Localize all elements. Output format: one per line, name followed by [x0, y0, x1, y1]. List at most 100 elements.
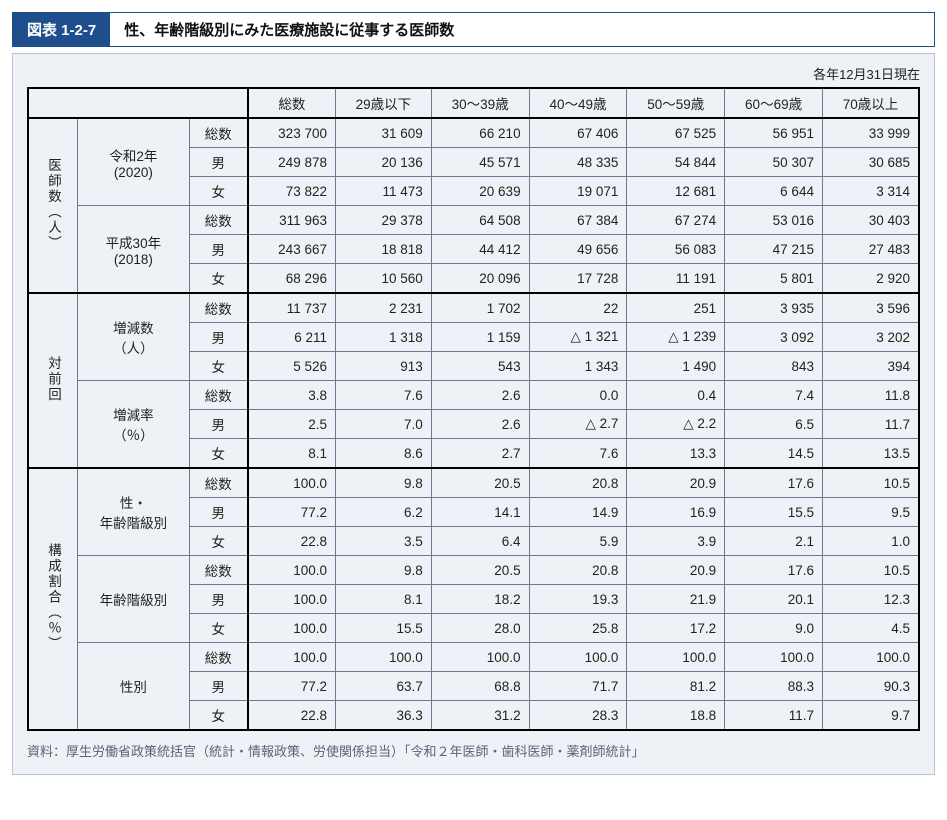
data-table: 総数 29歳以下 30～39歳 40～49歳 50～59歳 60～69歳 70歳… [27, 87, 920, 731]
data-cell: 20.9 [627, 468, 725, 498]
data-cell: 14.1 [431, 498, 529, 527]
figure-panel: 各年12月31日現在 総数 29歳以下 30～39歳 40～49歳 50～59歳… [12, 53, 935, 775]
data-cell: 27 483 [822, 235, 919, 264]
gender-label: 男 [189, 498, 248, 527]
data-cell: 54 844 [627, 148, 725, 177]
data-cell: 243 667 [248, 235, 336, 264]
data-cell: 19 071 [529, 177, 627, 206]
data-cell: 17 728 [529, 264, 627, 294]
data-cell: 8.6 [335, 439, 431, 469]
group-label: 性別 [78, 643, 190, 731]
data-cell: 67 384 [529, 206, 627, 235]
data-cell: 19.3 [529, 585, 627, 614]
data-cell: 68.8 [431, 672, 529, 701]
data-cell: 13.3 [627, 439, 725, 469]
data-cell: 9.7 [822, 701, 919, 731]
data-cell: 11.7 [822, 410, 919, 439]
data-cell: 7.0 [335, 410, 431, 439]
data-cell: 2 920 [822, 264, 919, 294]
data-cell: 49 656 [529, 235, 627, 264]
data-cell: 20.8 [529, 556, 627, 585]
data-cell: 3.5 [335, 527, 431, 556]
data-cell: 0.0 [529, 381, 627, 410]
data-cell: 2.1 [725, 527, 823, 556]
data-cell: 10.5 [822, 556, 919, 585]
data-cell: △ 2.2 [627, 410, 725, 439]
data-cell: 50 307 [725, 148, 823, 177]
data-cell: 7.6 [335, 381, 431, 410]
gender-label: 女 [189, 439, 248, 469]
data-cell: 33 999 [822, 118, 919, 148]
section-label: 構成割合（％） [28, 468, 78, 730]
data-cell: 77.2 [248, 672, 336, 701]
data-cell: 10.5 [822, 468, 919, 498]
data-cell: 64 508 [431, 206, 529, 235]
data-cell: 44 412 [431, 235, 529, 264]
data-cell: 100.0 [529, 643, 627, 672]
data-cell: 843 [725, 352, 823, 381]
data-cell: △ 1 239 [627, 323, 725, 352]
data-cell: 100.0 [822, 643, 919, 672]
data-cell: 100.0 [248, 585, 336, 614]
gender-label: 総数 [189, 468, 248, 498]
gender-label: 女 [189, 614, 248, 643]
data-cell: 6.4 [431, 527, 529, 556]
col-header: 60～69歳 [725, 88, 823, 118]
data-cell: 11 473 [335, 177, 431, 206]
data-cell: 0.4 [627, 381, 725, 410]
data-cell: 16.9 [627, 498, 725, 527]
data-cell: 56 951 [725, 118, 823, 148]
data-cell: 5 526 [248, 352, 336, 381]
data-cell: 12 681 [627, 177, 725, 206]
gender-label: 総数 [189, 381, 248, 410]
data-cell: 249 878 [248, 148, 336, 177]
data-cell: 100.0 [725, 643, 823, 672]
data-cell: 100.0 [335, 643, 431, 672]
data-cell: 2.5 [248, 410, 336, 439]
data-cell: 14.5 [725, 439, 823, 469]
source-note: 資料：厚生労働省政策統括官（統計・情報政策、労使関係担当）「令和２年医師・歯科医… [27, 741, 920, 760]
data-cell: 20.1 [725, 585, 823, 614]
gender-label: 男 [189, 323, 248, 352]
col-header: 50～59歳 [627, 88, 725, 118]
data-cell: 6.2 [335, 498, 431, 527]
data-cell: 45 571 [431, 148, 529, 177]
data-cell: 1.0 [822, 527, 919, 556]
gender-label: 男 [189, 148, 248, 177]
section-label: 医師数（人） [28, 118, 78, 293]
col-header: 30～39歳 [431, 88, 529, 118]
group-label: 性・ 年齢階級別 [78, 468, 190, 556]
data-cell: 88.3 [725, 672, 823, 701]
data-cell: 12.3 [822, 585, 919, 614]
data-cell: 6 211 [248, 323, 336, 352]
data-cell: 29 378 [335, 206, 431, 235]
data-cell: 21.9 [627, 585, 725, 614]
data-cell: 18.2 [431, 585, 529, 614]
data-cell: 8.1 [248, 439, 336, 469]
data-cell: 7.6 [529, 439, 627, 469]
data-cell: 6.5 [725, 410, 823, 439]
data-cell: 100.0 [248, 614, 336, 643]
data-cell: 30 403 [822, 206, 919, 235]
gender-label: 女 [189, 352, 248, 381]
gender-label: 女 [189, 264, 248, 294]
as-of-note: 各年12月31日現在 [27, 64, 920, 83]
col-header: 40～49歳 [529, 88, 627, 118]
gender-label: 女 [189, 527, 248, 556]
data-cell: 67 406 [529, 118, 627, 148]
data-cell: 1 490 [627, 352, 725, 381]
data-cell: 11.7 [725, 701, 823, 731]
data-cell: 4.5 [822, 614, 919, 643]
group-label: 増減率 （％） [78, 381, 190, 469]
data-cell: 323 700 [248, 118, 336, 148]
data-cell: 10 560 [335, 264, 431, 294]
section-label: 対前回 [28, 293, 78, 468]
data-cell: 5 801 [725, 264, 823, 294]
data-cell: 63.7 [335, 672, 431, 701]
data-cell: 17.6 [725, 556, 823, 585]
data-cell: 3.8 [248, 381, 336, 410]
data-cell: 11.8 [822, 381, 919, 410]
data-cell: 2 231 [335, 293, 431, 323]
data-cell: 3 092 [725, 323, 823, 352]
figure-tag: 図表 1-2-7 [13, 13, 110, 46]
